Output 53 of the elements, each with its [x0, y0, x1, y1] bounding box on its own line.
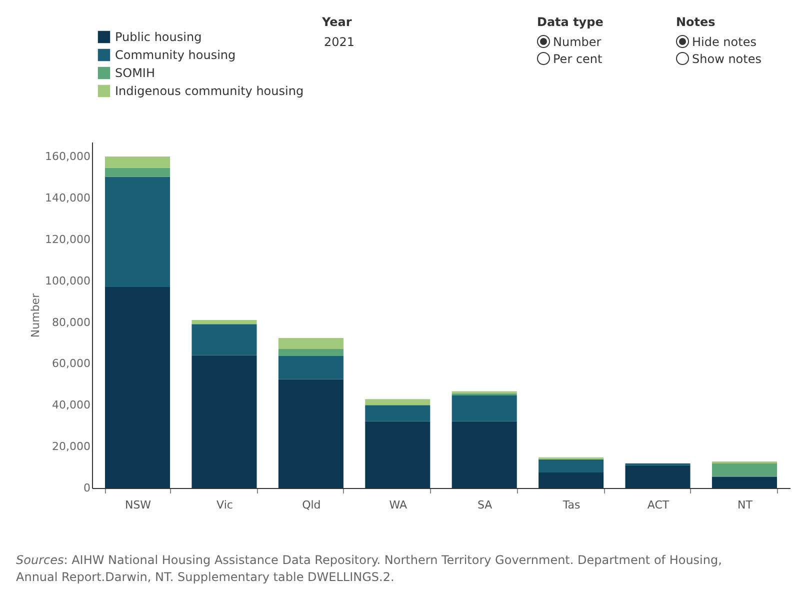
bar: [278, 348, 344, 356]
legend-label: Community housing: [115, 48, 236, 62]
bar: [452, 395, 517, 422]
y-tick-label: 120,000: [45, 232, 90, 246]
bar: [712, 461, 777, 464]
y-tick-label: 140,000: [45, 191, 90, 204]
bar: [278, 379, 344, 488]
text: 2021: [324, 34, 355, 48]
text: Number: [553, 34, 602, 48]
legend-label: Indigenous community housing: [115, 84, 304, 98]
x-tick-label: SA: [477, 498, 493, 512]
legend-label: Public housing: [115, 30, 202, 44]
bar: [365, 405, 430, 422]
y-tick-label: 20,000: [52, 440, 90, 454]
legend-label: SOMIH: [115, 66, 155, 80]
bar: [105, 168, 170, 177]
y-tick-label: 0: [84, 482, 90, 494]
x-tick-label: Vic: [216, 498, 233, 512]
y-axis-title: Number: [29, 292, 42, 338]
text: Data type: [537, 15, 604, 29]
y-tick-label: 80,000: [52, 316, 90, 329]
x-tick-label: Qld: [302, 498, 321, 512]
bar: [365, 399, 430, 406]
bar: [278, 338, 344, 349]
x-tick-label: Tas: [562, 498, 581, 512]
bar: [105, 176, 170, 288]
x-tick-label: NT: [738, 498, 753, 512]
text: Hide notes: [692, 34, 756, 48]
bar: [625, 465, 690, 488]
x-tick-label: ACT: [647, 498, 670, 512]
y-tick-label: 40,000: [52, 398, 90, 412]
text: Show notes: [692, 52, 762, 66]
x-tick-label: WA: [389, 498, 408, 512]
bar: [192, 324, 257, 356]
text: Notes: [676, 15, 716, 29]
bar: [538, 459, 604, 472]
y-tick-label: 60,000: [52, 357, 90, 370]
source-note: Sources: AIHW National Housing Assistance Data Repository. Northern Territory Government. Department of Housing, Annual Report.Darwin, NT. Supplementary table DWELLINGS.2.: [16, 552, 723, 586]
text: Year: [322, 15, 353, 29]
bar: [538, 472, 604, 488]
bar: [105, 287, 170, 488]
text: Per cent: [553, 52, 602, 66]
bar: [452, 421, 517, 488]
bar: [192, 320, 257, 324]
y-tick-label: 100,000: [45, 274, 90, 288]
bar: [278, 356, 344, 380]
bar: [105, 156, 170, 168]
bar: [192, 355, 257, 488]
bar: [365, 421, 430, 488]
y-tick-label: 160,000: [45, 150, 90, 164]
bar: [712, 464, 777, 476]
bar: [712, 476, 777, 488]
x-tick-label: NSW: [124, 498, 152, 512]
